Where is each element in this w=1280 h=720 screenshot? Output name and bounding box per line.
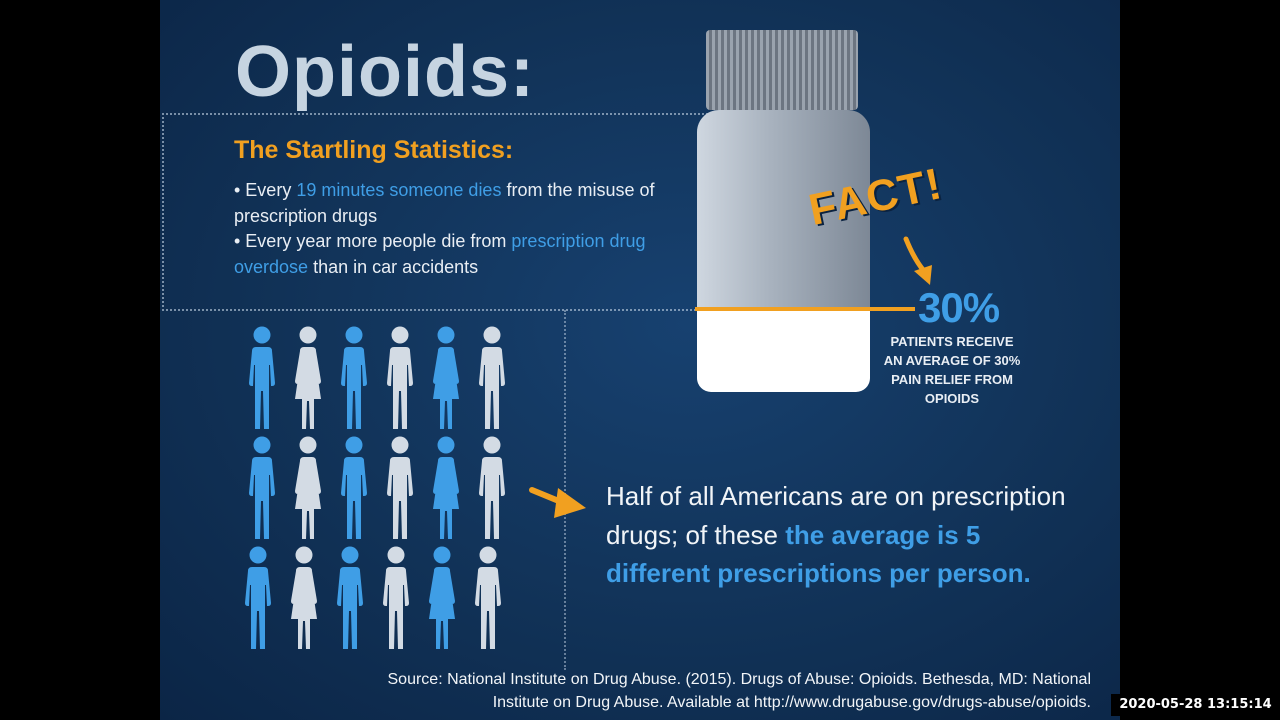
bullet-2-text-end: than in car accidents [308, 256, 479, 277]
bullet-1-text: • Every [234, 180, 297, 200]
man-icon [249, 326, 275, 429]
pill-bottle-cap [706, 30, 858, 110]
pill-bottle-illustration [697, 110, 870, 392]
source-line-2: Institute on Drug Abuse. Available at ht… [492, 694, 1091, 711]
arrow-right-icon [529, 487, 586, 518]
prescription-fact-highlight: the average is 5 different prescriptions… [606, 519, 1031, 589]
fact-arrow-icon [903, 236, 932, 285]
man-icon [249, 436, 275, 539]
statistics-box-border [162, 113, 712, 311]
man-icon [341, 326, 367, 429]
man-icon [341, 436, 367, 539]
man-icon [479, 436, 505, 539]
source-citation: Source: National Institute on Drug Abuse… [355, 668, 1092, 714]
man-icon [387, 436, 413, 539]
woman-icon [291, 546, 317, 649]
percent-caption: PATIENTS RECEIVE AN AVERAGE OF 30% PAIN … [883, 334, 1021, 406]
woman-icon [433, 436, 459, 539]
bullet-1-highlight: 19 minutes someone dies [296, 180, 502, 200]
man-icon [337, 546, 363, 649]
bullet-2-highlight: prescription drug overdose [234, 231, 646, 277]
thirty-percent-line [695, 307, 915, 311]
statistic-bullet-1: • Every 19 minutes someone dies from the… [234, 178, 694, 229]
source-line-1: Source: National Institute on Drug Abuse… [387, 671, 1092, 688]
percent-value: 30% [918, 284, 1000, 331]
prescription-fact: Half of all Americans are on prescriptio… [606, 477, 1086, 593]
divider-line [564, 310, 566, 670]
timestamp: 2020-05-28 13:15:14 [1111, 694, 1280, 716]
woman-icon [295, 326, 321, 429]
woman-icon [433, 326, 459, 429]
prescription-fact-text: Half of all Americans are on prescriptio… [606, 481, 1066, 550]
man-icon [475, 546, 501, 649]
statistic-bullet-2: • Every year more people die from prescr… [234, 229, 694, 280]
statistics-heading: The Startling Statistics: [234, 136, 514, 164]
bullet-2-text: • Every year more people die from [234, 231, 512, 251]
man-icon [383, 546, 409, 649]
man-icon [245, 546, 271, 649]
man-icon [479, 326, 505, 429]
pill-bottle-fill [697, 310, 870, 392]
infographic-slide: Opioids: The Startling Statistics: • Eve… [160, 0, 1120, 720]
slide-title: Opioids: [235, 32, 535, 112]
statistics-list: • Every 19 minutes someone dies from the… [234, 178, 694, 280]
woman-icon [295, 436, 321, 539]
man-icon [387, 326, 413, 429]
pill-bottle-body [697, 110, 870, 310]
woman-icon [429, 546, 455, 649]
bullet-1-text-end: from the misuse of prescription drugs [234, 180, 655, 226]
